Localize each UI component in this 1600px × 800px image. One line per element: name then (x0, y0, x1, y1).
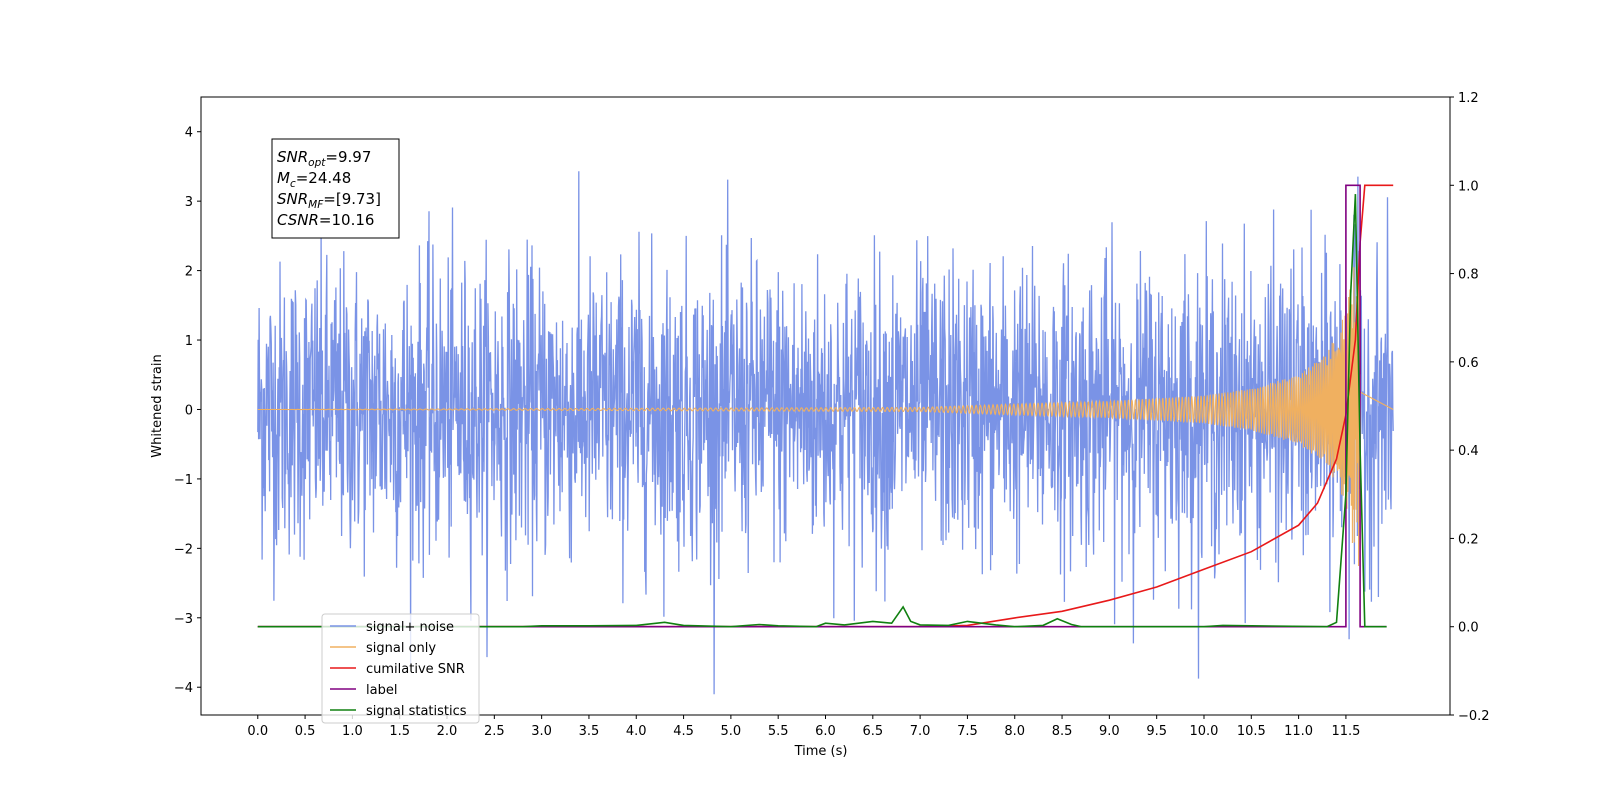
y-axis-label: Whitened strain (150, 354, 165, 457)
y2-tick-label: 0.8 (1458, 268, 1479, 283)
y2-tick-label: 0.6 (1458, 356, 1479, 371)
y2-tick-label: 1.0 (1458, 179, 1479, 194)
annotation-subscript: MF (308, 199, 324, 211)
x-tick-label: 1.5 (389, 724, 410, 739)
annotation-box: SNRopt=9.97Mc=24.48SNRMF=[9.73]CSNR=10.1… (271, 138, 400, 239)
y2-tick-label: −0.2 (1458, 709, 1490, 724)
x-tick-label: 8.0 (1004, 724, 1025, 739)
annotation-value: =[9.73] (323, 190, 381, 208)
annotation-subscript: opt (308, 157, 326, 169)
series-line-signal-statistics (257, 194, 1387, 628)
annotation-line: CSNR=10.16 (277, 211, 374, 229)
y-tick-label: 4 (185, 126, 193, 141)
y-tick-label: −1 (174, 473, 193, 488)
annotation-value: =10.16 (319, 211, 375, 229)
y-tick-label: 1 (185, 334, 193, 349)
y2-tick-label: 0.4 (1458, 444, 1479, 459)
annotation-frame (271, 138, 400, 239)
x-tick-label: 2.5 (484, 724, 505, 739)
x-tick-label: 9.0 (1099, 724, 1120, 739)
y2-tick-label: 0.0 (1458, 621, 1479, 636)
x-tick-label: 1.0 (342, 724, 363, 739)
legend-label: signal only (366, 641, 436, 656)
x-tick-label: 3.5 (579, 724, 600, 739)
series-line-signal-only (257, 267, 1394, 567)
x-tick-label: 9.5 (1146, 724, 1167, 739)
series-layer (257, 171, 1394, 695)
x-tick-label: 7.5 (957, 724, 978, 739)
y-tick-label: −2 (174, 542, 193, 557)
x-tick-label: 11.0 (1284, 724, 1313, 739)
y-tick-label: 3 (185, 195, 193, 210)
y-axis-left: −4 −3 −2 −1 0 1 2 3 4 (174, 126, 201, 696)
x-axis: 0.0 0.5 1.0 1.5 2.0 2.5 3.0 3.5 4.0 4.5 5.0 5.5 6.0 6… (247, 715, 1360, 739)
x-tick-label: 2.0 (437, 724, 458, 739)
legend-frame (321, 613, 480, 724)
legend: signal+ noise signal only cumilative SNR la… (321, 613, 480, 724)
x-tick-label: 3.0 (531, 724, 552, 739)
y-tick-label: 2 (185, 265, 193, 280)
x-tick-label: 0.0 (247, 724, 268, 739)
annotation-line: Mc=24.48 (277, 169, 351, 190)
annotation-subscript: c (290, 178, 296, 190)
x-tick-label: 10.0 (1190, 724, 1219, 739)
x-tick-label: 0.5 (295, 724, 316, 739)
y2-tick-label: 0.2 (1458, 532, 1479, 547)
annotation-value: =9.97 (325, 148, 371, 166)
x-tick-label: 11.5 (1331, 724, 1360, 739)
y-tick-label: −3 (174, 612, 193, 627)
annotation-line: SNRopt=9.97 (277, 148, 371, 169)
x-tick-label: 6.0 (815, 724, 836, 739)
x-tick-label: 5.0 (721, 724, 742, 739)
annotation-var: SNR (277, 148, 308, 166)
y2-tick-label: 1.2 (1458, 91, 1479, 106)
x-tick-label: 5.5 (768, 724, 789, 739)
legend-label: signal+ noise (366, 620, 454, 635)
x-axis-label: Time (s) (794, 744, 848, 759)
x-tick-label: 6.5 (862, 724, 883, 739)
y-tick-label: 0 (185, 403, 193, 418)
annotation-var: M (277, 169, 290, 187)
x-tick-label: 4.5 (673, 724, 694, 739)
x-tick-label: 7.0 (910, 724, 931, 739)
annotation-var: CSNR (277, 211, 319, 229)
y-tick-label: −4 (174, 681, 193, 696)
legend-label: signal statistics (366, 704, 467, 719)
annotation-line: SNRMF=[9.73] (277, 190, 381, 211)
legend-label: label (366, 683, 397, 698)
x-tick-label: 10.5 (1237, 724, 1266, 739)
series-line-signal-noise (257, 171, 1394, 695)
x-tick-label: 8.5 (1052, 724, 1073, 739)
y-axis-right: −0.2 0.0 0.2 0.4 0.6 0.8 1.0 1.2 (1450, 91, 1490, 724)
annotation-var: SNR (277, 190, 308, 208)
annotation-value: =24.48 (296, 169, 352, 187)
legend-label: cumilative SNR (366, 662, 465, 677)
x-tick-label: 4.0 (626, 724, 647, 739)
